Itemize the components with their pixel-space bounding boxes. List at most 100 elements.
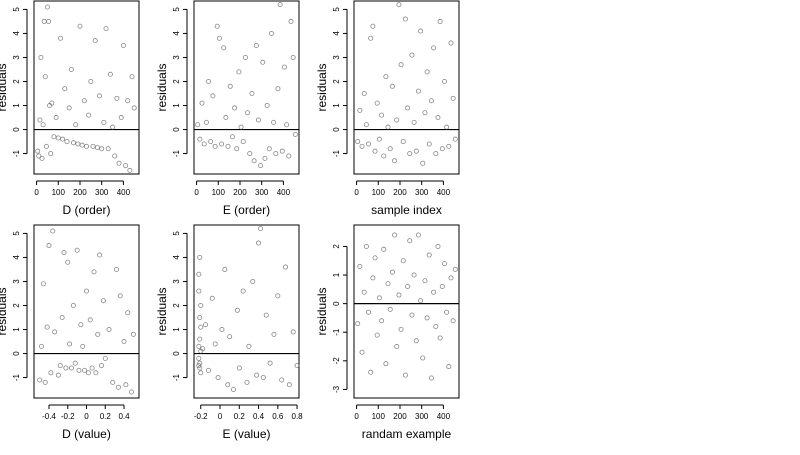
data-point (264, 103, 270, 109)
data-point (400, 139, 406, 145)
data-point (72, 360, 78, 366)
data-point (57, 363, 63, 369)
data-point (227, 83, 233, 89)
data-point (196, 355, 202, 361)
data-point (214, 23, 220, 29)
y-tick-label: 0 (332, 127, 341, 132)
data-point (271, 331, 277, 337)
data-point (94, 145, 100, 151)
x-axis-title: D (order) (62, 203, 110, 217)
y-tick-label: -1 (12, 149, 21, 157)
data-point (363, 122, 369, 128)
data-point (225, 382, 231, 388)
data-point (444, 309, 450, 315)
y-tick-label: 0 (12, 127, 21, 132)
y-tick-label: 4 (172, 31, 181, 36)
y-tick-label: 4 (332, 31, 341, 36)
data-point (197, 360, 203, 366)
chart-panel-4: -0.4 -0.2 0 0.2 0.4 -1 0 1 2 3 4 5 D (value) residual… (0, 224, 140, 441)
y-tick-label: -1 (332, 149, 341, 157)
data-point (411, 119, 417, 125)
data-point (117, 293, 123, 299)
data-point (49, 100, 55, 106)
data-point (197, 136, 203, 142)
data-point (422, 278, 428, 284)
y-axis-title: residuals (315, 63, 329, 111)
data-point (435, 115, 441, 121)
data-point (260, 375, 266, 381)
data-point (370, 275, 376, 281)
data-point (121, 339, 127, 345)
data-point (101, 119, 107, 125)
data-point (242, 54, 248, 60)
data-point (244, 379, 250, 385)
data-point (361, 289, 367, 295)
data-point (234, 146, 240, 152)
data-point (127, 167, 133, 173)
data-point (67, 341, 73, 347)
data-point (39, 343, 45, 349)
data-point (398, 326, 404, 332)
data-point (385, 281, 391, 287)
y-tick-label: 1 (12, 103, 21, 108)
data-point (219, 141, 225, 147)
data-point (363, 243, 369, 249)
y-tick-label: -1 (172, 149, 181, 157)
data-points (37, 228, 136, 395)
data-points (35, 4, 137, 173)
data-point (74, 247, 80, 253)
data-point (130, 331, 136, 337)
y-axis-title: residuals (315, 287, 329, 335)
data-point (216, 35, 222, 41)
data-point (431, 45, 437, 51)
x-axis-title: sample index (371, 203, 442, 217)
data-point (433, 324, 439, 330)
chart-panel-1: 0 100 200 300 400 -1 0 1 2 3 4 5 D (order) residuals (0, 0, 140, 217)
data-point (39, 155, 45, 161)
data-point (452, 266, 458, 272)
data-point (284, 122, 290, 128)
chart-panel-2: 0 100 200 300 400 -1 0 1 2 3 4 5 E (order) residuals (155, 0, 300, 217)
data-point (225, 143, 231, 149)
data-point (75, 141, 81, 147)
data-point (275, 293, 281, 299)
x-axis-title: E (order) (223, 203, 270, 217)
data-point (286, 153, 292, 159)
data-point (100, 298, 106, 304)
data-point (123, 382, 129, 388)
data-point (219, 327, 225, 333)
x-axis-title: randam example (362, 427, 452, 441)
data-point (209, 295, 215, 301)
data-point (422, 110, 428, 116)
data-point (409, 52, 415, 58)
data-point (418, 298, 424, 304)
data-point (107, 71, 113, 77)
data-point (46, 18, 52, 24)
data-point (206, 78, 212, 84)
x-tick-label: 0 (84, 412, 89, 421)
data-point (112, 153, 118, 159)
y-tick-label: 3 (12, 55, 21, 60)
data-point (66, 105, 72, 111)
data-point (40, 122, 46, 128)
data-point (93, 370, 99, 376)
data-point (368, 369, 374, 375)
data-point (201, 141, 207, 147)
data-point (232, 105, 238, 111)
data-point (48, 151, 54, 157)
data-point (114, 95, 120, 101)
x-tick-label: 100 (372, 188, 386, 197)
data-point (230, 387, 236, 393)
data-point (42, 379, 48, 385)
data-point (105, 146, 111, 152)
data-point (212, 341, 218, 347)
x-axis-title: D (value) (62, 427, 111, 441)
data-point (402, 372, 408, 378)
data-point (203, 119, 209, 125)
y-tick-label: 2 (12, 79, 21, 84)
data-point (387, 146, 393, 152)
data-point (255, 117, 261, 123)
data-point (428, 375, 434, 381)
data-point (37, 377, 43, 383)
y-tick-label: 0 (172, 127, 181, 132)
